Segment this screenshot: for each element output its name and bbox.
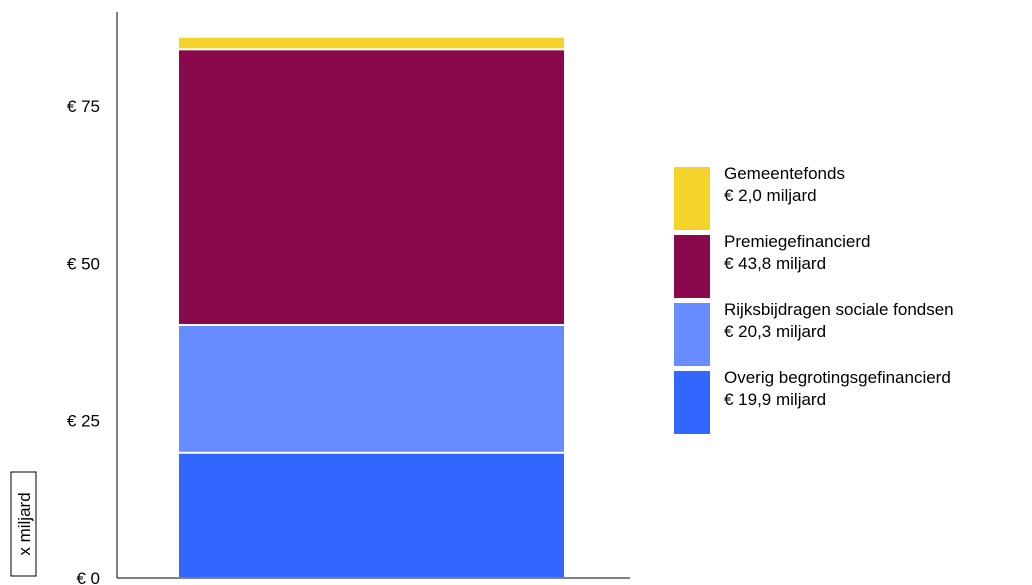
legend-swatch [674, 371, 710, 434]
axis-layer: € 0 € 25 € 50 € 75 x miljard [10, 12, 630, 585]
y-tick-label: € 50 [67, 254, 100, 273]
legend-series-name: Premiegefinancierd [724, 232, 870, 251]
legend-swatch [674, 235, 710, 298]
y-axis-label: x miljard [15, 492, 34, 555]
bar-segment [179, 326, 564, 452]
legend-swatch [674, 303, 710, 366]
y-tick-label: € 75 [67, 97, 100, 116]
bars-layer [179, 37, 564, 577]
legend-series-name: Rijksbijdragen sociale fondsen [724, 300, 954, 319]
bar-segment [179, 453, 564, 577]
legend-series-name: Gemeentefonds [724, 164, 845, 183]
legend-swatch [674, 167, 710, 230]
legend-series-value: € 20,3 miljard [724, 322, 826, 341]
y-axis-label-box [10, 471, 37, 577]
legend: Gemeentefonds € 2,0 miljard Premiegefinanc… [674, 164, 954, 434]
y-tick-label: € 0 [76, 569, 100, 585]
y-tick-labels: € 0 € 25 € 50 € 75 [67, 97, 100, 585]
y-tick-label: € 25 [67, 412, 100, 431]
legend-series-value: € 43,8 miljard [724, 254, 826, 273]
legend-series-value: € 19,9 miljard [724, 390, 826, 409]
legend-series-value: € 2,0 miljard [724, 186, 817, 205]
bar-segment [179, 37, 564, 49]
bar-segment [179, 50, 564, 325]
legend-series-name: Overig begrotingsgefinancierd [724, 368, 951, 387]
